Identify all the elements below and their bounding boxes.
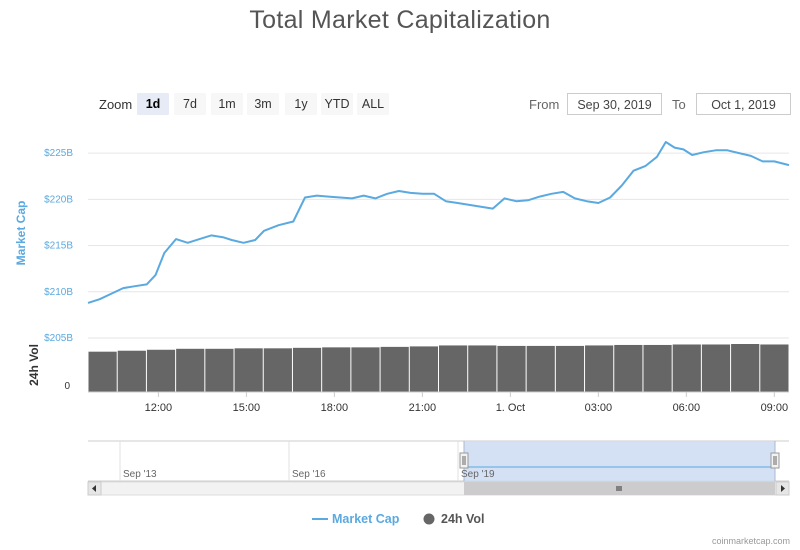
volume-bar [263,348,292,392]
navigator-label-2019: Sep '19 [461,469,495,480]
vol-axis-title: 24h Vol [27,344,41,386]
volume-bar [701,344,731,392]
y-axis-ticks: $205B $210B $215B $220B $225B [44,148,73,344]
legend-label-market-cap: Market Cap [332,512,400,526]
chart-title: Total Market Capitalization [249,6,551,34]
legend-label-24h-vol: 24h Vol [441,512,485,526]
volume-bar [672,344,701,392]
y-axis-title: Market Cap [14,201,28,266]
volume-bar [380,346,409,392]
y-tick-label: $220B [44,194,73,205]
volume-bar [555,345,585,392]
grid [88,152,789,339]
x-tick-label: 12:00 [145,402,173,414]
x-axis: 12:00 15:00 18:00 21:00 1. Oct 03:00 06:00 09:0… [88,391,789,414]
y-tick-label: $205B [44,333,73,344]
volume-bar [468,345,497,392]
volume-bar [585,345,614,392]
volume-bar [351,347,380,392]
volume-bar [526,345,555,392]
legend-dot-icon [423,513,435,525]
legend-item-market-cap[interactable]: Market Cap [311,511,399,527]
x-tick-label: 15:00 [233,402,261,414]
vol-axis-tick: 0 [64,381,70,392]
market-cap-series-line [87,141,790,304]
y-tick-label: $210B [44,287,73,298]
range-from-input[interactable]: Sep 30, 2019 [567,93,662,115]
scrollbar-left-arrow[interactable] [87,481,102,496]
volume-bar [439,345,468,392]
legend-item-24h-vol[interactable]: 24h Vol [422,511,485,527]
y-tick-label: $215B [44,241,73,252]
scrollbar[interactable] [87,481,790,496]
x-tick-label: 1. Oct [496,402,525,414]
x-tick-label: 03:00 [585,402,613,414]
volume-bar [117,350,146,392]
volume-bar [292,347,322,392]
volume-bar [88,351,117,392]
volume-bar [497,345,526,392]
zoom-button-3m[interactable]: 3m [247,93,279,115]
navigator-label-2016: Sep '16 [292,469,326,480]
range-from-label: From [529,97,560,112]
x-tick-label: 06:00 [673,402,701,414]
x-tick-label: 09:00 [761,402,789,414]
zoom-button-1y[interactable]: 1y [285,93,317,115]
zoom-button-ytd[interactable]: YTD [321,93,353,115]
scrollbar-right-arrow[interactable] [775,481,790,496]
volume-bar [409,346,438,392]
range-to-label: To [672,97,686,112]
x-tick-label: 21:00 [409,402,437,414]
zoom-button-1d[interactable]: 1d [137,93,169,115]
navigator-selected-range[interactable] [464,441,775,481]
y-tick-label: $225B [44,148,73,159]
zoom-button-all[interactable]: ALL [357,93,389,115]
zoom-label: Zoom [99,97,133,112]
volume-bar [322,347,351,392]
credits-link[interactable]: coinmarketcap.com [711,536,790,546]
zoom-button-7d[interactable]: 7d [174,93,206,115]
volume-bar [205,348,234,392]
range-to-input[interactable]: Oct 1, 2019 [696,93,791,115]
volume-bar [731,344,760,392]
volume-bar [176,348,205,392]
navigator[interactable]: Sep '13 Sep '16 Sep '19 [88,440,789,482]
navigator-right-handle[interactable] [770,452,780,469]
legend-line-icon [312,518,328,520]
volume-columns [88,344,789,392]
navigator-label-2013: Sep '13 [123,469,157,480]
x-tick-label: 18:00 [321,402,349,414]
volume-bar [234,348,263,392]
zoom-button-1m[interactable]: 1m [211,93,243,115]
market-cap-line [87,141,790,304]
navigator-left-handle[interactable] [459,452,469,469]
volume-bar [614,344,643,392]
volume-bar [643,344,672,392]
volume-bar [146,349,176,392]
volume-bar [760,344,789,392]
